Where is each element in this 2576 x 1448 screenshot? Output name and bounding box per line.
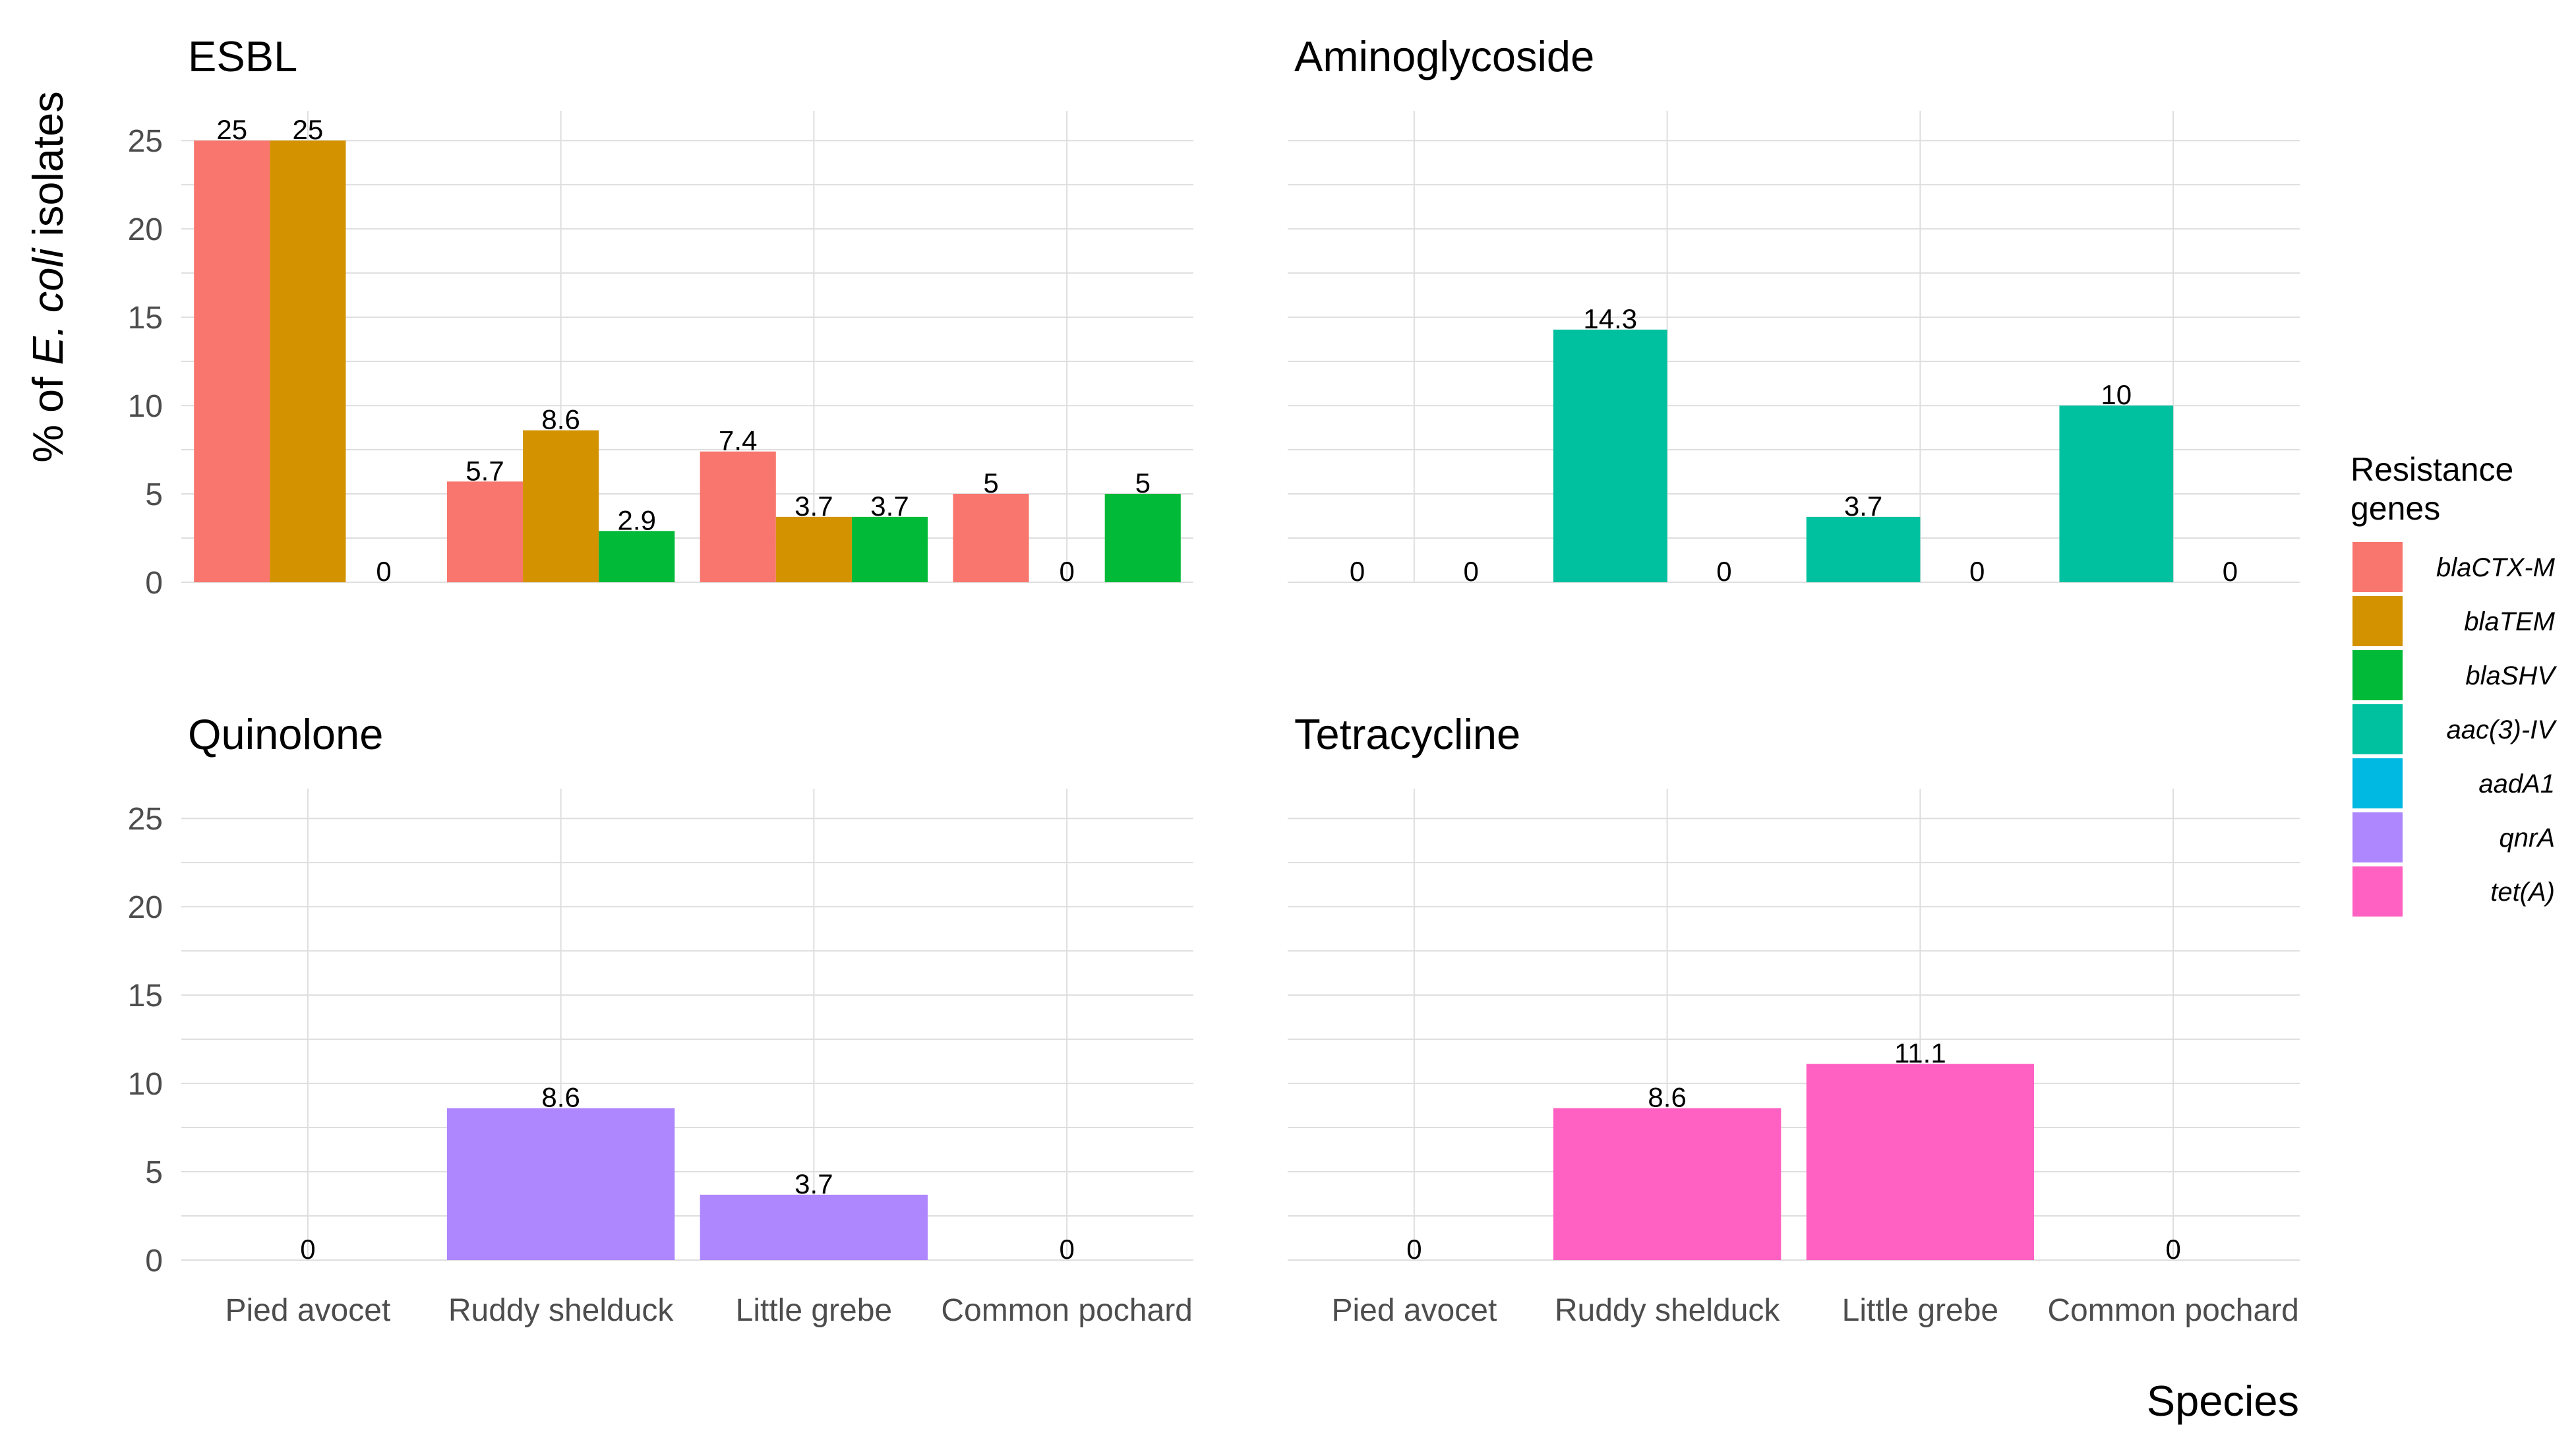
data-label: 0 (1350, 556, 1365, 587)
y-axis-title-italic: E. coli (24, 247, 72, 365)
y-tick-label: 15 (128, 979, 163, 1013)
bar-tet-a- (1553, 1108, 1782, 1260)
panel-aminoglycoside: Aminoglycoside 0 14.3 3.7 10 0 0 0 0 (1288, 32, 2300, 587)
legend-swatch (2352, 704, 2403, 754)
y-tick-label: 5 (145, 477, 163, 512)
bar-aac-3-iv (1806, 516, 1921, 582)
data-label: 0 (1716, 556, 1731, 587)
legend-swatch (2352, 812, 2403, 862)
y-tick-label: 20 (128, 212, 163, 247)
bar-blashv (599, 531, 675, 582)
bar-blashv (851, 516, 928, 582)
data-label: 3.7 (1844, 491, 1882, 522)
bar-qnra (700, 1194, 928, 1260)
data-label: 0 (1059, 1234, 1074, 1265)
bar-tet-a- (1806, 1064, 2035, 1260)
data-label: 10 (2101, 379, 2132, 410)
panel-title: Quinolone (188, 710, 383, 758)
x-tick-label: Little grebe (1842, 1293, 1999, 1328)
y-tick-label: 10 (128, 1067, 163, 1102)
y-tick-label: 10 (128, 389, 163, 424)
data-label: 8.6 (1648, 1082, 1686, 1113)
data-label: 0 (1406, 1234, 1422, 1265)
data-label: 0 (2223, 556, 2238, 587)
legend-title-line2: genes (2351, 490, 2440, 527)
bar-blatem (775, 516, 852, 582)
x-tick-label: Little grebe (736, 1293, 893, 1328)
bar-aac-3-iv (2059, 406, 2174, 582)
data-label: 5 (983, 468, 998, 498)
data-label: 2.9 (618, 504, 656, 535)
y-axis-title-suffix: isolates (24, 91, 72, 248)
data-label: 11.1 (1894, 1038, 1946, 1069)
bar-blatem (270, 140, 346, 583)
data-label: 0 (1464, 556, 1479, 587)
data-label: 3.7 (794, 491, 833, 522)
data-label: 5.7 (465, 455, 504, 486)
bar-blactx-m (194, 140, 270, 583)
x-tick-label: Pied avocet (1331, 1293, 1497, 1328)
legend-swatch (2352, 650, 2403, 700)
bar-blactx-m (700, 451, 776, 582)
y-tick-label: 20 (128, 890, 163, 925)
legend-swatch (2352, 542, 2403, 592)
bar-blactx-m (446, 481, 524, 582)
legend-label: blaSHV (2465, 661, 2557, 690)
data-label: 5 (1135, 468, 1151, 498)
data-label: 25 (216, 114, 247, 145)
bar-blashv (1104, 494, 1181, 582)
data-label: 0 (1969, 556, 1985, 587)
bar-qnra (446, 1108, 675, 1260)
y-tick-label: 0 (145, 1244, 163, 1279)
legend-title-line1: Resistance (2351, 451, 2513, 488)
panel-title: Tetracycline (1294, 710, 1520, 758)
bar-blatem (523, 430, 599, 582)
panel-title: Aminoglycoside (1294, 32, 1594, 80)
legend-label: blaCTX-M (2436, 553, 2556, 582)
y-axis-title-prefix: % of (24, 365, 72, 463)
legend-label: aac(3)-IV (2447, 715, 2558, 744)
x-tick-label: Ruddy shelduck (448, 1293, 674, 1328)
y-tick-label: 25 (128, 802, 163, 837)
data-label: 0 (300, 1234, 315, 1265)
legend-swatch (2352, 866, 2403, 917)
y-tick-label: 0 (145, 566, 163, 601)
panel-title: ESBL (188, 32, 297, 80)
data-label: 3.7 (870, 491, 909, 522)
y-tick-label: 5 (145, 1155, 163, 1190)
legend-swatch (2352, 596, 2403, 646)
x-tick-label: Common pochard (2047, 1293, 2299, 1328)
data-label: 0 (2165, 1234, 2180, 1265)
legend-label: tet(A) (2490, 878, 2555, 907)
y-axis-title: % of E. coli isolates (24, 91, 72, 463)
data-label: 0 (1059, 556, 1074, 587)
panels: 0 5 10 15 20 25 ESBL 25 5.7 7.4 5 25 8.6 3.7 0 0 2.9 3.7 5… (128, 32, 2300, 1328)
legend-label: aadA1 (2478, 769, 2555, 799)
bar-blactx-m (953, 494, 1029, 582)
bar-aac-3-iv (1553, 329, 1667, 582)
y-tick-label: 15 (128, 301, 163, 336)
data-label: 14.3 (1583, 303, 1637, 334)
x-tick-label: Pied avocet (225, 1293, 390, 1328)
data-label: 8.6 (541, 1082, 580, 1113)
x-tick-label: Ruddy shelduck (1555, 1293, 1781, 1328)
data-label: 7.4 (719, 425, 757, 456)
legend-swatch (2352, 758, 2403, 808)
panel-tetracycline: Pied avocet Ruddy shelduck Little grebe Com… (1288, 710, 2300, 1328)
legend-label: qnrA (2500, 824, 2556, 853)
data-label: 3.7 (794, 1168, 833, 1199)
x-axis-title: Species (2147, 1377, 2299, 1425)
data-label: 0 (376, 556, 391, 587)
panel-esbl: 0 5 10 15 20 25 ESBL 25 5.7 7.4 5 25 8.6 3.7 0 0 2.9 3.7 5 (128, 32, 1193, 601)
x-tick-label: Common pochard (941, 1293, 1193, 1328)
legend-label: blaTEM (2464, 607, 2555, 636)
data-label: 25 (293, 114, 324, 145)
y-tick-label: 25 (128, 124, 163, 159)
data-label: 8.6 (541, 404, 580, 435)
panel-quinolone: 0 5 10 15 20 25 Pied avocet Ruddy shelduck Littl… (128, 710, 1193, 1328)
